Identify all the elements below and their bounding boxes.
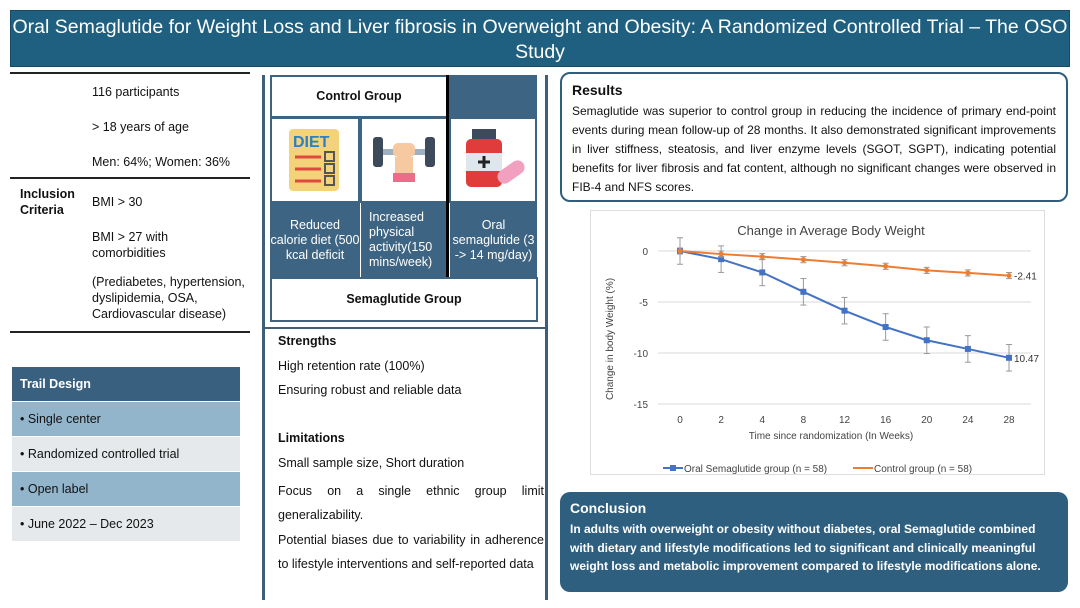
x-tick-label: 16 bbox=[880, 415, 892, 426]
limitation-item: Small sample size, Short duration bbox=[278, 456, 465, 470]
diet-icon-text: DIET bbox=[293, 134, 330, 151]
x-tick-label: 0 bbox=[677, 415, 683, 426]
legend-control: Control group (n = 58) bbox=[874, 464, 972, 475]
conclusion-text: In adults with overweight or obesity wit… bbox=[570, 522, 1041, 573]
limitation-item: Potential biases due to variability in a… bbox=[278, 533, 544, 571]
trial-design-item: • June 2022 – Dec 2023 bbox=[12, 507, 240, 541]
divider bbox=[265, 327, 545, 329]
blank-header-cell bbox=[449, 75, 537, 118]
data-label: 10.47 bbox=[1014, 354, 1039, 365]
data-label: -2.41 bbox=[1014, 272, 1037, 283]
bmi-criterion-2: BMI > 27 with comorbidities bbox=[92, 230, 169, 260]
x-tick-label: 2 bbox=[718, 415, 724, 426]
trial-design-item: • Randomized controlled trial bbox=[12, 437, 240, 471]
inclusion-label-1: Inclusion bbox=[20, 187, 75, 201]
strengths-heading: Strengths bbox=[278, 334, 337, 348]
semaglutide-group-label: Semaglutide Group bbox=[270, 277, 538, 322]
data-point bbox=[923, 337, 930, 344]
poster-title: Oral Semaglutide for Weight Loss and Liv… bbox=[10, 10, 1070, 67]
data-point bbox=[1006, 354, 1012, 361]
body-weight-chart: Change in Average Body Weight Time since… bbox=[590, 210, 1045, 475]
y-tick-label: 0 bbox=[642, 247, 648, 258]
diet-icon: DIET bbox=[270, 117, 360, 203]
data-point bbox=[759, 254, 765, 260]
data-point bbox=[965, 270, 971, 276]
strength-item: High retention rate (100%) bbox=[278, 359, 425, 373]
y-tick-label: -5 bbox=[639, 298, 648, 309]
x-tick-label: 28 bbox=[1003, 415, 1015, 426]
data-point bbox=[759, 269, 766, 276]
control-group-label: Control Group bbox=[270, 75, 448, 118]
conclusion-heading: Conclusion bbox=[570, 500, 647, 516]
divider bbox=[10, 331, 250, 333]
panel-border bbox=[545, 75, 548, 600]
trial-design-table: Trail Design • Single center • Randomize… bbox=[12, 367, 240, 542]
x-axis-label: Time since randomization (In Weeks) bbox=[749, 431, 914, 442]
legend-semaglutide: Oral Semaglutide group (n = 58) bbox=[684, 464, 827, 475]
conclusion-box: Conclusion In adults with overweight or … bbox=[560, 492, 1068, 592]
limitations-heading: Limitations bbox=[278, 431, 345, 445]
data-point bbox=[841, 307, 848, 314]
divider bbox=[10, 177, 250, 179]
data-point bbox=[964, 345, 971, 352]
trial-design-heading: Trail Design bbox=[12, 367, 240, 401]
x-tick-label: 4 bbox=[759, 415, 765, 426]
strength-item: Ensuring robust and reliable data bbox=[278, 383, 462, 397]
x-tick-label: 20 bbox=[921, 415, 933, 426]
data-point bbox=[800, 257, 806, 263]
data-point bbox=[924, 267, 930, 273]
y-tick-label: -15 bbox=[634, 400, 649, 411]
data-point bbox=[883, 263, 889, 269]
sex-ratio: Men: 64%; Women: 36% bbox=[92, 155, 231, 169]
intervention-semaglutide: Oral semaglutide (3 -> 14 mg/day) bbox=[450, 203, 537, 277]
group-divider bbox=[446, 75, 449, 277]
limitation-item: Focus on a single ethnic group limit gen… bbox=[278, 484, 544, 522]
chart-title: Change in Average Body Weight bbox=[737, 223, 925, 238]
comorbidities: (Prediabetes, hypertension, dyslipidemia… bbox=[92, 275, 245, 321]
intervention-activity: Increased physical activity(150 mins/wee… bbox=[361, 203, 447, 277]
divider bbox=[10, 72, 250, 74]
data-point bbox=[677, 248, 683, 254]
trial-design-item: • Open label bbox=[12, 472, 240, 506]
data-point bbox=[1006, 273, 1012, 279]
data-point bbox=[800, 288, 807, 295]
results-heading: Results bbox=[572, 82, 623, 98]
age: > 18 years of age bbox=[92, 120, 189, 134]
results-box: Results Semaglutide was superior to cont… bbox=[560, 72, 1068, 202]
x-tick-label: 8 bbox=[801, 415, 807, 426]
x-tick-label: 12 bbox=[839, 415, 851, 426]
bmi-criterion-1: BMI > 30 bbox=[92, 195, 143, 209]
trial-design-item: • Single center bbox=[12, 402, 240, 436]
dumbbell-icon bbox=[360, 117, 448, 203]
inclusion-label-2: Criteria bbox=[20, 203, 64, 217]
y-axis-label: Change in body Weight (%) bbox=[605, 278, 616, 400]
intervention-diet: Reduced calorie diet (500 kcal deficit bbox=[270, 203, 360, 277]
data-point bbox=[718, 251, 724, 257]
medicine-bottle-icon bbox=[449, 117, 537, 203]
data-point bbox=[842, 260, 847, 266]
legend-marker-semaglutide bbox=[670, 465, 676, 471]
y-tick-label: -10 bbox=[634, 349, 649, 360]
x-tick-label: 24 bbox=[962, 415, 974, 426]
results-text: Semaglutide was superior to control grou… bbox=[572, 104, 1056, 194]
panel-border bbox=[262, 75, 265, 600]
data-point bbox=[718, 256, 725, 263]
participants: 116 participants bbox=[92, 85, 180, 99]
inclusion-label: Inclusion Criteria bbox=[20, 186, 75, 218]
data-point bbox=[882, 323, 889, 330]
